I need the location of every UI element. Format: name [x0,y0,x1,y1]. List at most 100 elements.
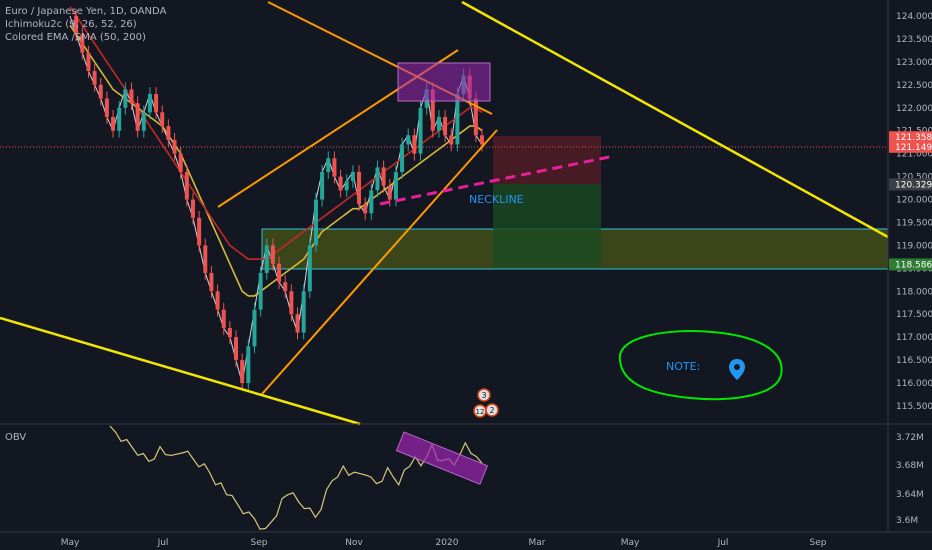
lower-trendline[interactable] [0,316,361,426]
candle-body [313,199,318,246]
candle-body [246,346,251,384]
y-tick-label: 122.000 [896,104,932,114]
price-axis[interactable]: 124.000123.500123.000122.500122.000121.5… [896,12,932,412]
event-badges[interactable]: 3 12 2 [473,388,499,418]
x-tick-label: Jul [717,538,729,548]
price-label-box [889,131,932,144]
price-label-text: 121.149 [895,143,932,153]
price-label-text: 121.358 [895,133,932,143]
candle-body [381,167,386,186]
note-circle[interactable] [618,330,783,401]
y-tick-label: 117.500 [896,310,932,320]
legend-ichimoku: Ichimoku2c (9, 26, 52, 26) [5,19,137,30]
y-tick-label: 116.000 [896,379,932,389]
x-tick-label: Sep [251,538,268,548]
candle-body [92,71,97,85]
price-label-box [889,258,932,271]
event-badge-1[interactable]: 3 [481,391,486,400]
candle-body [369,190,374,214]
location-pin-icon [729,359,745,380]
candle-body [350,172,355,182]
channel-bottom-line[interactable] [261,129,498,395]
obv-tick-label: 3.64M [896,490,924,500]
candle-body [277,263,282,283]
obv-line [109,425,483,530]
y-tick-label: 117.000 [896,333,932,343]
candle-body [363,204,368,214]
event-badge-3[interactable]: 2 [489,406,494,415]
y-tick-label: 121.000 [896,150,932,160]
candle-body [258,272,263,310]
candle-body [141,112,146,131]
candle-body [221,309,226,328]
candle-body [98,84,103,99]
upper-trendline[interactable] [461,0,889,239]
time-axis[interactable]: May Jul Sep Nov 2020 Mar May Jul Sep [61,538,827,548]
candle-body [344,181,349,191]
candle-body [203,245,208,273]
candle-body [184,172,189,200]
obv-tick-label: 3.6M [896,516,918,526]
price-label-box [889,178,932,191]
neckline-label: NECKLINE [469,193,524,206]
y-tick-label: 118.000 [896,287,932,297]
candle-body [455,94,460,145]
y-tick-label: 116.500 [896,356,932,366]
y-tick-label: 123.500 [896,35,932,45]
candle-body [393,172,398,200]
candle-body [283,282,288,292]
candle-body [215,291,220,310]
note-label: NOTE: [666,360,700,373]
x-tick-label: Nov [345,538,363,548]
obv-tick-label: 3.68M [896,461,924,471]
y-tick-label: 122.500 [896,81,932,91]
y-tick-label: 124.000 [896,12,932,22]
price-label-text: 118.586 [895,260,932,270]
candle-body [178,153,183,172]
candle-body [252,309,257,347]
candle-body [117,107,122,131]
candle-body [270,245,275,264]
candle-body [80,34,85,53]
y-tick-label: 115.500 [896,402,932,412]
candle-body [227,328,232,338]
candle-body [473,98,478,136]
y-tick-label: 119.500 [896,218,932,228]
candle-body [234,337,239,361]
x-tick-label: May [61,538,80,548]
candle-body [166,126,171,140]
candle-body [147,94,152,113]
candle-body [111,116,116,131]
obv-label: OBV [5,432,27,443]
y-tick-label: 123.000 [896,58,932,68]
candle-body [197,217,202,246]
x-tick-label: Jul [157,538,169,548]
candle-body [449,135,454,145]
x-tick-label: Mar [529,538,546,548]
event-badge-2[interactable]: 12 [476,408,485,416]
candle-body [332,158,337,177]
x-tick-label: Sep [810,538,827,548]
legend-ema-sma: Colored EMA /SMA (50, 200) [5,32,146,43]
candle-body [264,245,269,273]
x-tick-label: 2020 [436,538,459,548]
candle-body [172,139,177,154]
candle-body [338,176,343,191]
neckline-line[interactable] [379,154,615,206]
candle-body [295,314,300,333]
obv-tick-label: 3.72M [896,433,924,443]
pattern-rectangle[interactable] [397,62,491,102]
candle-body [190,199,195,218]
candle-body [412,135,417,154]
y-tick-label: 119.000 [896,241,932,251]
y-tick-label: 120.500 [896,173,932,183]
candle-body [418,107,423,154]
candle-body [406,135,411,145]
candle-body [443,116,448,136]
obv-rectangle[interactable] [395,431,489,485]
candle-body [240,360,245,384]
candle-body [123,89,128,108]
obv-axis[interactable]: 3.72M 3.68M 3.64M 3.6M [896,433,924,526]
